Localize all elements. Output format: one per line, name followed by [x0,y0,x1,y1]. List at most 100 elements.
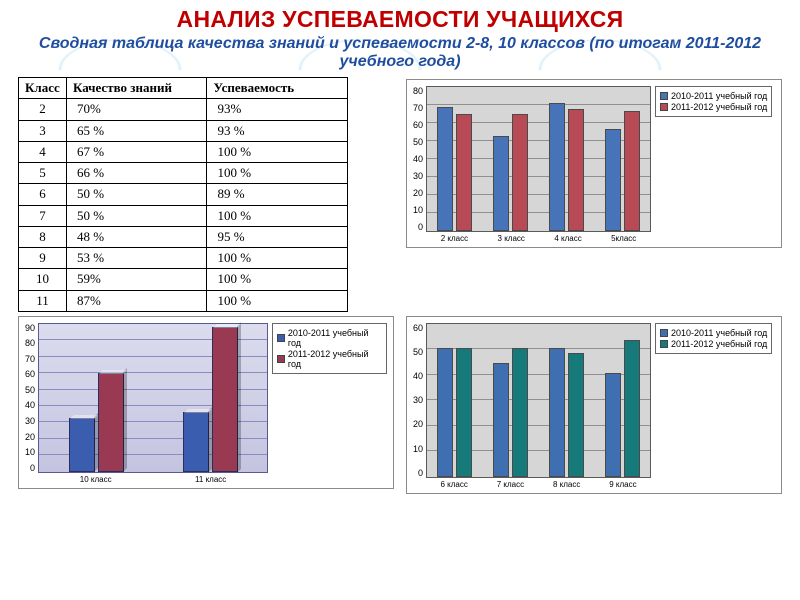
bar [624,111,640,231]
legend-label: 2010-2011 учебный год [671,91,767,101]
legend-label: 2011-2012 учебный год [288,349,382,369]
legend-item: 2011-2012 учебный год [660,102,767,112]
table-row: 1059%100 % [19,269,348,290]
table-cell: 11 [19,290,67,311]
bar [512,348,528,477]
table-cell: 10 [19,269,67,290]
table-col-0: Класс [19,78,67,99]
table-cell: 70% [66,99,207,120]
table-cell: 7 [19,205,67,226]
table-row: 1187%100 % [19,290,348,311]
table-cell: 50 % [66,184,207,205]
bar [493,136,509,231]
bar [456,114,472,231]
table-cell: 93% [207,99,348,120]
chart-grades-6-9: 60504030201006 класс7 класс8 класс9 клас… [406,316,782,494]
summary-table-wrap: КлассКачество знанийУспеваемость 270%93%… [18,77,394,312]
summary-table: КлассКачество знанийУспеваемость 270%93%… [18,77,348,312]
bar [512,114,528,231]
bar [549,103,565,231]
x-axis: 2 класс3 класс4 класс5класс [426,234,651,243]
y-axis: 6050403020100 [413,323,426,478]
page-subtitle: Сводная таблица качества знаний и успева… [18,35,782,71]
bar [183,412,209,472]
bar-group [605,111,640,231]
legend-swatch [660,340,668,348]
bar [493,363,509,477]
table-cell: 5 [19,163,67,184]
bar-group [493,348,528,477]
x-axis: 6 класс7 класс8 класс9 класс [426,480,651,489]
table-row: 650 %89 % [19,184,348,205]
bar-group [69,373,124,471]
table-cell: 100 % [207,269,348,290]
bar [437,107,453,231]
table-cell: 100 % [207,163,348,184]
legend: 2010-2011 учебный год2011-2012 учебный г… [655,86,772,117]
bar [98,373,124,471]
plot-area [426,86,651,232]
table-row: 750 %100 % [19,205,348,226]
plot-area [426,323,651,478]
table-cell: 95 % [207,226,348,247]
table-cell: 3 [19,120,67,141]
legend-swatch [660,103,668,111]
legend-swatch [277,355,285,363]
table-cell: 50 % [66,205,207,226]
bar [456,348,472,477]
x-axis: 10 класс11 класс [38,475,268,484]
bar [549,348,565,477]
bar [568,109,584,231]
legend-swatch [660,329,668,337]
bar-group [493,114,528,231]
legend-item: 2011-2012 учебный год [660,339,767,349]
table-col-2: Успеваемость [207,78,348,99]
table-cell: 100 % [207,248,348,269]
table-cell: 100 % [207,141,348,162]
table-row: 566 %100 % [19,163,348,184]
bar-group [549,103,584,231]
bar-group [437,348,472,477]
bar [568,353,584,477]
bar [69,418,95,471]
table-col-1: Качество знаний [66,78,207,99]
legend-label: 2011-2012 учебный год [671,339,767,349]
y-axis: 80706050403020100 [413,86,426,232]
table-cell: 67 % [66,141,207,162]
table-cell: 100 % [207,290,348,311]
table-cell: 53 % [66,248,207,269]
legend-label: 2011-2012 учебный год [671,102,767,112]
bar-group [183,327,238,472]
table-cell: 6 [19,184,67,205]
table-cell: 59% [66,269,207,290]
table-cell: 66 % [66,163,207,184]
bar [212,327,238,472]
legend-item: 2010-2011 учебный год [660,91,767,101]
bar [605,129,621,231]
table-row: 365 %93 % [19,120,348,141]
table-cell: 89 % [207,184,348,205]
legend-swatch [660,92,668,100]
legend: 2010-2011 учебный год2011-2012 учебный г… [272,323,387,374]
table-row: 848 %95 % [19,226,348,247]
table-row: 467 %100 % [19,141,348,162]
table-cell: 2 [19,99,67,120]
table-row: 270%93% [19,99,348,120]
table-row: 953 %100 % [19,248,348,269]
bar-group [437,107,472,231]
legend-swatch [277,334,285,342]
chart-grades-10-11: 908070605040302010010 класс11 класс2010-… [18,316,394,489]
plot-area [38,323,268,473]
table-cell: 4 [19,141,67,162]
table-cell: 8 [19,226,67,247]
legend-label: 2010-2011 учебный год [671,328,767,338]
legend-item: 2011-2012 учебный год [277,349,382,369]
bar-group [549,348,584,477]
bar [624,340,640,477]
table-cell: 48 % [66,226,207,247]
table-cell: 65 % [66,120,207,141]
table-cell: 9 [19,248,67,269]
legend: 2010-2011 учебный год2011-2012 учебный г… [655,323,772,354]
legend-item: 2010-2011 учебный год [660,328,767,338]
table-cell: 100 % [207,205,348,226]
